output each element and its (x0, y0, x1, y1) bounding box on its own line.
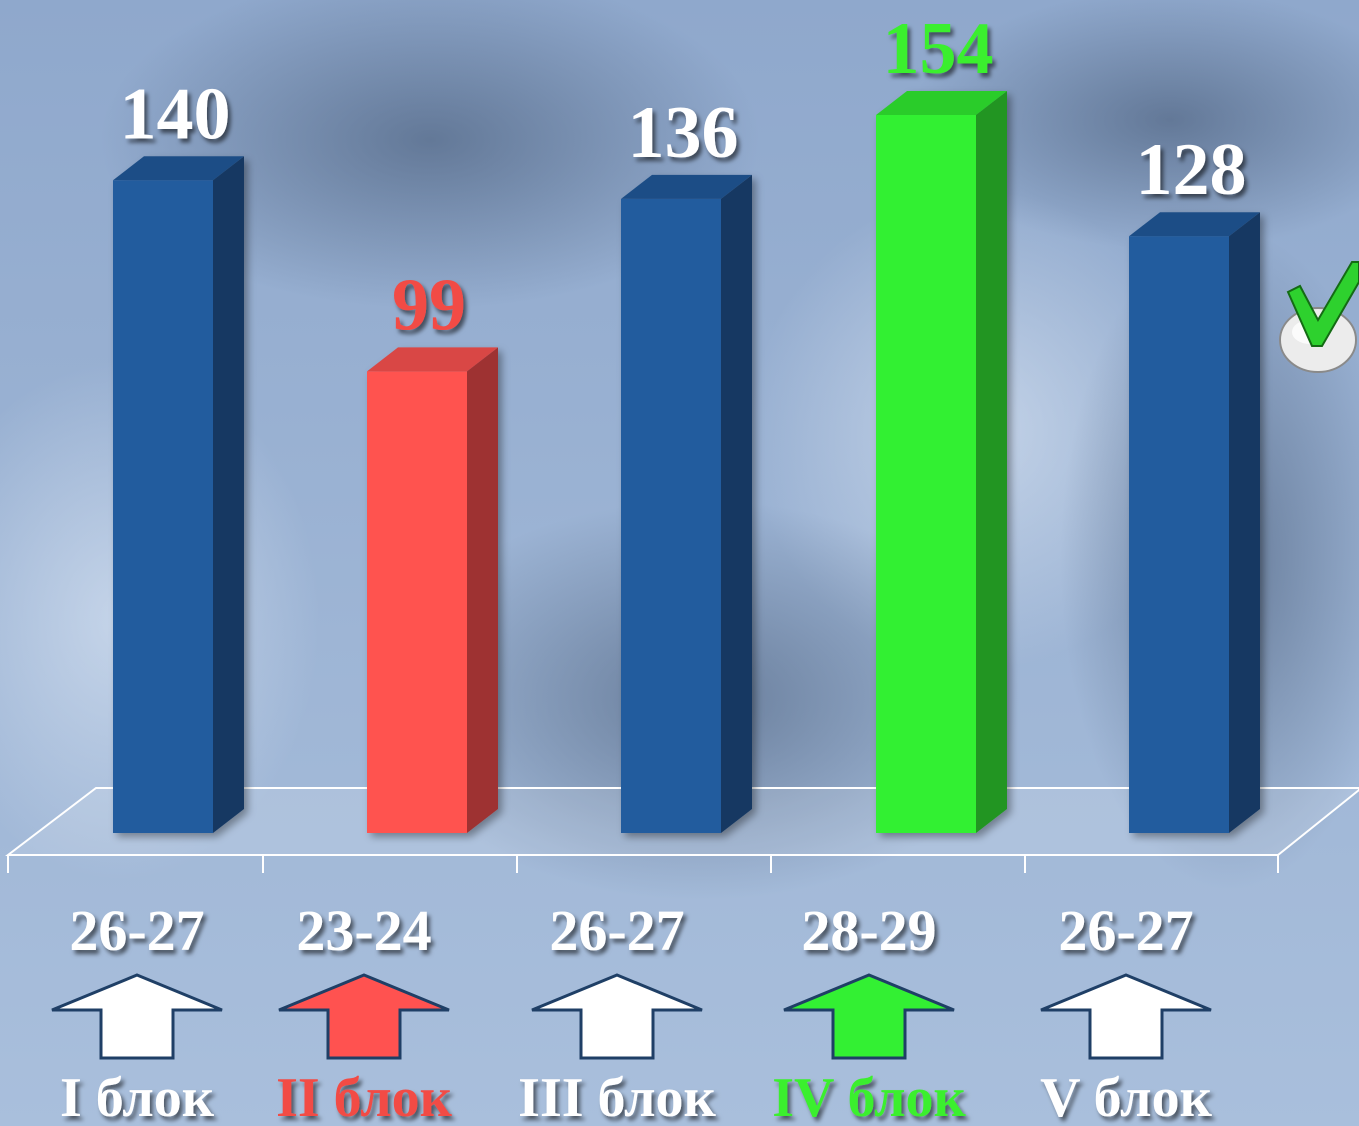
background-blur (100, 0, 760, 310)
value-label: 154 (883, 8, 994, 90)
bar-front (113, 180, 213, 834)
bar (113, 156, 244, 834)
bar-top (876, 91, 1007, 115)
block-label: I блок (60, 1067, 215, 1126)
bar-top (367, 347, 498, 372)
up-arrow-icon (531, 973, 703, 1060)
x-axis-ticks (7, 855, 1279, 873)
bar-top (1129, 212, 1260, 237)
category-label: 26-27 (69, 898, 204, 963)
up-arrow-icon (51, 973, 223, 1060)
block-labels: I блок II блок III блок IV блок V блок (60, 1067, 1213, 1126)
bar-side (467, 347, 498, 833)
value-labels: 140 99 136 154 128 (120, 8, 1247, 346)
bar-front (876, 115, 976, 833)
arrows (51, 973, 1212, 1060)
value-label: 136 (628, 92, 739, 174)
block-label: II блок (276, 1067, 453, 1126)
bar (1129, 212, 1260, 834)
category-label: 26-27 (549, 898, 684, 963)
bar (367, 347, 498, 833)
value-label: 140 (120, 73, 231, 155)
value-label: 128 (1136, 129, 1247, 211)
bar-top (621, 174, 752, 199)
block-label: V блок (1040, 1067, 1212, 1126)
category-labels: 26-27 23-24 26-27 28-29 26-27 (69, 898, 1193, 963)
bar-side (213, 156, 244, 834)
green-checkmark-icon (1279, 261, 1359, 373)
background-blur (910, 0, 1359, 250)
bar-front (1129, 236, 1229, 834)
block-label: IV блок (772, 1067, 966, 1126)
bar-front (621, 198, 721, 834)
up-arrow-icon (1040, 973, 1212, 1060)
category-label: 26-27 (1058, 898, 1193, 963)
value-label: 99 (392, 264, 466, 346)
bar-side (1229, 212, 1260, 834)
bar (621, 174, 752, 834)
bar-side (976, 91, 1007, 833)
bar-front (367, 371, 467, 833)
category-label: 23-24 (296, 898, 431, 963)
up-arrow-icon (278, 973, 450, 1060)
bar-top (113, 156, 244, 181)
block-label: III блок (518, 1067, 716, 1126)
category-label: 28-29 (801, 898, 936, 963)
up-arrow-icon (783, 973, 955, 1060)
bar-side (721, 174, 752, 834)
bars (113, 91, 1260, 834)
bar (876, 91, 1007, 833)
